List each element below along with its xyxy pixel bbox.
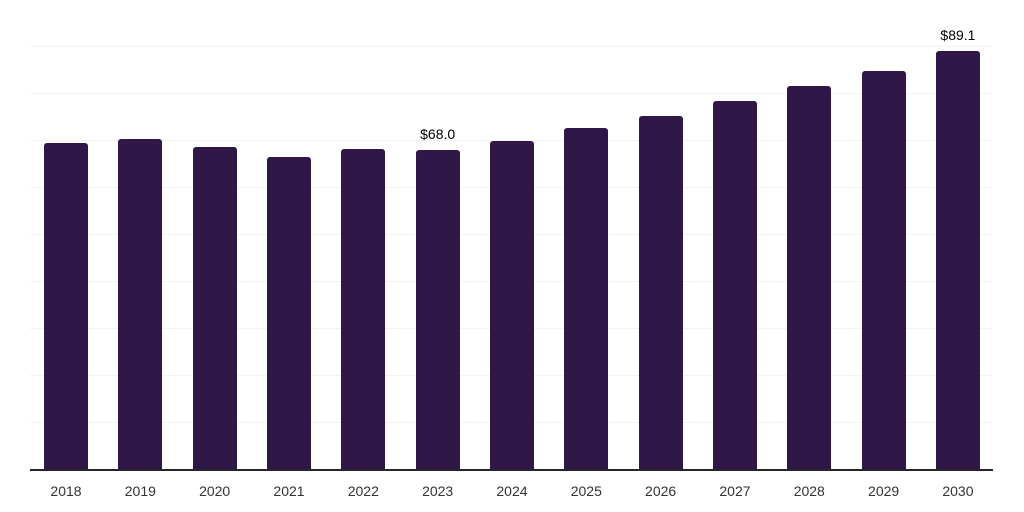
bar-column	[861, 0, 906, 470]
bar-column: $89.1	[935, 0, 980, 470]
bar-2024[interactable]	[489, 140, 534, 470]
bar-value-label: $89.1	[940, 27, 976, 44]
bar-2019[interactable]	[118, 138, 163, 470]
bars-container: $68.0 $89.1	[30, 0, 993, 470]
x-tick-label: 2019	[124, 483, 156, 499]
bar-2026[interactable]	[638, 116, 683, 470]
bar-2025[interactable]	[564, 128, 609, 470]
x-tick-label: 2029	[868, 483, 900, 499]
bar-column	[266, 0, 311, 470]
plot-area: $68.0 $89.1	[30, 0, 993, 470]
x-tick-label: 2028	[793, 483, 825, 499]
gridline	[30, 140, 993, 141]
x-tick-label: 2020	[199, 483, 231, 499]
bar-column: $68.0	[415, 0, 460, 470]
bar-column	[787, 0, 832, 470]
x-tick-label: 2026	[645, 483, 677, 499]
bar-column	[489, 0, 534, 470]
bar-column	[192, 0, 237, 470]
bar-column	[118, 0, 163, 470]
bar-2018[interactable]	[44, 143, 88, 470]
x-tick-label: 2022	[347, 483, 379, 499]
x-tick-label: 2025	[570, 483, 602, 499]
x-tick-label: 2024	[496, 483, 528, 499]
x-tick-label: 2027	[719, 483, 751, 499]
x-tick-label: 2021	[273, 483, 305, 499]
x-axis-labels: 2018 2019 2020 2021 2022 2023 2024 2025 2026 2027…	[30, 483, 993, 499]
bar-2020[interactable]	[192, 146, 237, 470]
bar-column	[712, 0, 757, 470]
bar-2021[interactable]	[266, 156, 311, 470]
x-axis-line	[30, 469, 993, 471]
bar-2023[interactable]	[415, 150, 460, 470]
gridline	[30, 93, 993, 94]
bar-column	[638, 0, 683, 470]
bar-value-label: $68.0	[420, 126, 456, 143]
bar-column	[341, 0, 386, 470]
bar-2029[interactable]	[861, 70, 906, 470]
bar-2028[interactable]	[787, 86, 832, 470]
bar-2027[interactable]	[712, 101, 757, 470]
x-tick-label: 2030	[942, 483, 974, 499]
bar-2030[interactable]	[935, 51, 980, 470]
bar-column	[564, 0, 609, 470]
gridline	[30, 46, 993, 47]
bar-2022[interactable]	[341, 149, 386, 470]
x-tick-label: 2018	[50, 483, 82, 499]
bar-column	[44, 0, 88, 470]
x-tick-label: 2023	[422, 483, 454, 499]
